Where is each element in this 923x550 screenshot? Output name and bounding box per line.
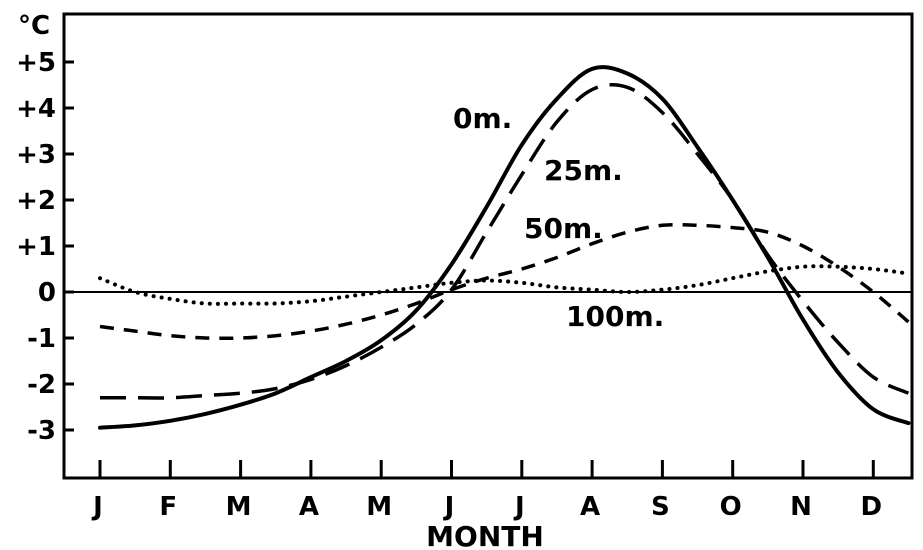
x-tick-label: F <box>159 492 177 522</box>
y-unit-label: °C <box>18 11 50 41</box>
y-tick-label: -2 <box>27 370 56 400</box>
series-line-25m <box>99 83 910 400</box>
series-label-25m: 25m. <box>544 154 623 187</box>
series-line-50m <box>99 222 910 341</box>
y-tick-label: +5 <box>16 48 56 78</box>
x-tick-label: J <box>443 492 455 522</box>
y-tick-label: 0 <box>38 278 56 308</box>
x-tick-label: D <box>861 492 883 522</box>
y-tick-label: +3 <box>16 140 56 170</box>
y-tick-label: -3 <box>27 416 56 446</box>
x-axis-title: MONTH <box>426 520 544 550</box>
series-line-0m <box>98 65 911 430</box>
x-tick-label: O <box>720 492 742 522</box>
y-tick-label: +1 <box>16 232 56 262</box>
x-tick-label: A <box>580 492 600 522</box>
x-tick-label: N <box>790 492 812 522</box>
series-label-50m: 50m. <box>524 212 603 245</box>
x-tick-label: J <box>91 492 103 522</box>
x-tick-label: S <box>651 492 670 522</box>
series-label-0m: 0m. <box>453 102 512 135</box>
series-label-100m: 100m. <box>566 300 664 333</box>
x-tick-label: M <box>366 492 392 522</box>
x-tick-label: M <box>226 492 252 522</box>
x-tick-label: A <box>299 492 319 522</box>
x-tick-label: J <box>513 492 525 522</box>
plot-frame <box>62 12 914 480</box>
y-tick-label: -1 <box>27 324 56 354</box>
y-tick-label: +2 <box>16 186 56 216</box>
y-tick-label: +4 <box>16 94 56 124</box>
